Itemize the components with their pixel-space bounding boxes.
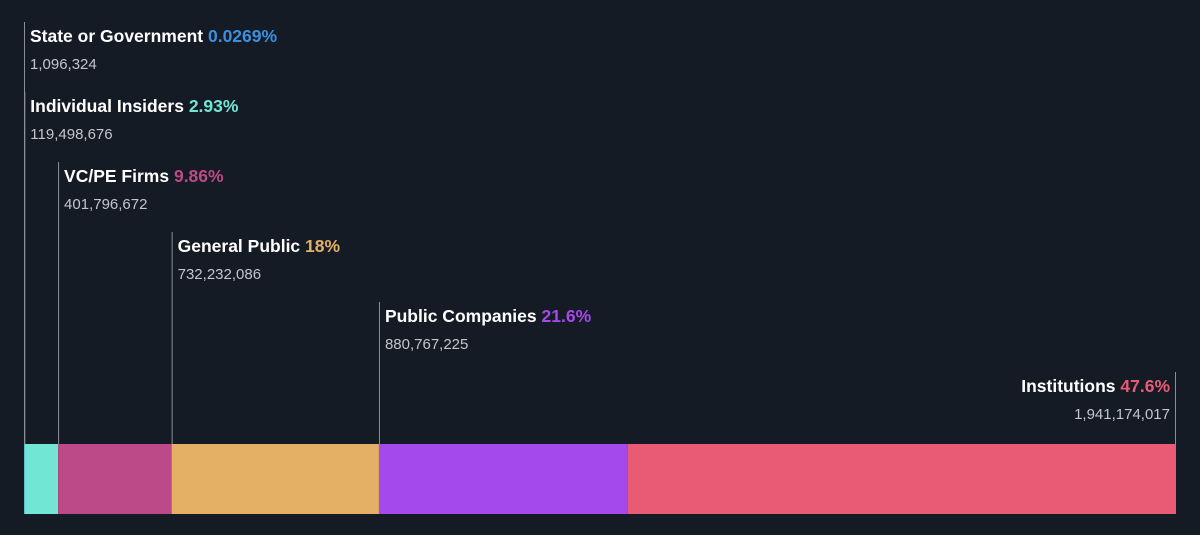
bar-segment-public-companies xyxy=(378,444,628,514)
segment-title: Institutions 47.6% xyxy=(1021,376,1170,396)
segment-label-state-or-government: State or Government 0.0269% 1,096,324 xyxy=(30,26,277,73)
segment-label-general-public: General Public 18% 732,232,086 xyxy=(178,236,340,283)
share-count-label: 1,941,174,017 xyxy=(1074,406,1170,423)
percent-label: 9.86% xyxy=(169,166,224,186)
segment-title: VC/PE Firms 9.86% xyxy=(64,166,224,186)
segment-label-individual-insiders: Individual Insiders 2.93% 119,498,676 xyxy=(30,96,238,143)
share-count-label: 1,096,324 xyxy=(30,56,97,73)
segment-title: State or Government 0.0269% xyxy=(30,26,277,46)
share-count-label: 732,232,086 xyxy=(177,266,262,283)
segment-label-institutions: Institutions 47.6% 1,941,174,017 xyxy=(1021,376,1170,423)
percent-label: 0.0269% xyxy=(203,26,278,46)
segment-title: General Public 18% xyxy=(178,236,340,256)
percent-label: 47.6% xyxy=(1115,376,1170,396)
category-name: VC/PE Firms xyxy=(64,166,170,186)
category-name: State or Government xyxy=(30,26,204,46)
bar-segment-vc-pe-firms xyxy=(58,444,172,514)
segment-label-public-companies: Public Companies 21.6% 880,767,225 xyxy=(385,306,591,353)
category-name: Institutions xyxy=(1021,376,1116,396)
segment-label-vc-pe-firms: VC/PE Firms 9.86% 401,796,672 xyxy=(64,166,224,213)
percent-label: 2.93% xyxy=(183,96,239,116)
share-count-label: 119,498,676 xyxy=(30,126,113,143)
share-count-label: 880,767,225 xyxy=(384,336,469,353)
segment-title: Public Companies 21.6% xyxy=(385,306,591,326)
bar-segment-individual-insiders xyxy=(24,444,59,514)
segment-title: Individual Insiders 2.93% xyxy=(30,96,238,116)
category-name: Public Companies xyxy=(384,306,537,326)
share-count-label: 401,796,672 xyxy=(64,196,148,213)
percent-label: 18% xyxy=(300,236,341,256)
bar-segment-institutions xyxy=(627,444,1176,514)
percent-label: 21.6% xyxy=(536,306,592,326)
category-name: Individual Insiders xyxy=(30,96,184,116)
category-name: General Public xyxy=(177,236,301,256)
bar-segment-general-public xyxy=(171,444,379,514)
